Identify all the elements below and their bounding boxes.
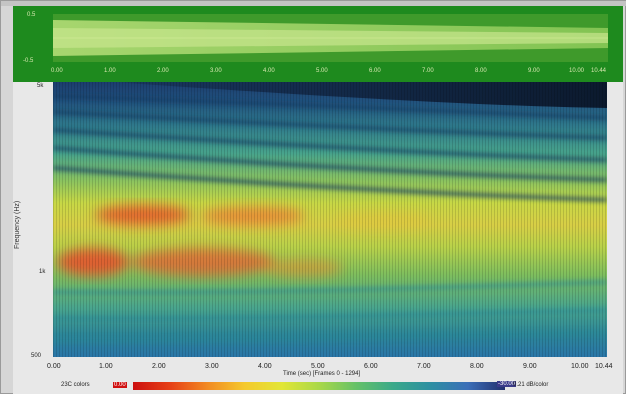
wave-time-tick: 0.00 bbox=[51, 68, 63, 74]
x-tick: 5.00 bbox=[311, 363, 325, 370]
color-count-label: 23C colors bbox=[61, 382, 90, 388]
x-axis-label: Time (sec) [Frames 0 - 1294] bbox=[283, 371, 361, 377]
spectrogram-image bbox=[53, 82, 607, 357]
spectrogram-plot[interactable] bbox=[53, 82, 607, 357]
wave-time-tick: 4.00 bbox=[263, 68, 275, 74]
x-tick: 10.44 bbox=[595, 363, 613, 370]
x-tick: 2.00 bbox=[152, 363, 166, 370]
x-tick: 3.00 bbox=[205, 363, 219, 370]
x-tick: 7.00 bbox=[417, 363, 431, 370]
x-tick: 10.00 bbox=[571, 363, 589, 370]
waveform-plot[interactable] bbox=[53, 14, 608, 62]
wave-time-tick: 10.44 bbox=[591, 68, 607, 74]
wave-time-tick: 5.00 bbox=[316, 68, 328, 74]
wave-time-tick: 8.00 bbox=[475, 68, 487, 74]
amp-top-label: 0.5 bbox=[27, 12, 36, 18]
waveform-panel[interactable]: 0.5 -0.5 0.00 1.00 2.00 3.00 4.00 5.00 6… bbox=[13, 6, 623, 82]
x-tick: 1.00 bbox=[99, 363, 113, 370]
x-tick: 6.00 bbox=[364, 363, 378, 370]
color-max-value[interactable]: 0.00 bbox=[113, 382, 127, 388]
x-tick: 9.00 bbox=[523, 363, 537, 370]
wave-time-tick: 3.00 bbox=[210, 68, 222, 74]
amp-bottom-label: -0.5 bbox=[23, 58, 34, 64]
color-scale-bar: 23C colors 0.00 -30.00 0.21 dB/color bbox=[61, 381, 581, 391]
wave-time-tick: 2.00 bbox=[157, 68, 169, 74]
db-per-color-label: 0.21 dB/color bbox=[513, 382, 549, 388]
wave-time-tick: 10.00 bbox=[569, 68, 585, 74]
wave-time-tick: 9.00 bbox=[528, 68, 540, 74]
color-gradient bbox=[133, 382, 505, 390]
wave-time-tick: 7.00 bbox=[422, 68, 434, 74]
x-tick: 4.00 bbox=[258, 363, 272, 370]
waveform-trace bbox=[53, 14, 608, 62]
wave-time-tick: 6.00 bbox=[369, 68, 381, 74]
x-tick: 8.00 bbox=[470, 363, 484, 370]
y-tick: 5k bbox=[37, 83, 44, 89]
y-tick: 1k bbox=[39, 269, 46, 275]
y-tick: 500 bbox=[31, 353, 42, 359]
x-tick: 0.00 bbox=[47, 363, 61, 370]
y-axis-label: Frequency (Hz) bbox=[14, 200, 21, 249]
wave-time-tick: 1.00 bbox=[104, 68, 116, 74]
title-strip bbox=[1, 1, 626, 6]
color-min-value[interactable]: -30.00 bbox=[497, 381, 517, 387]
